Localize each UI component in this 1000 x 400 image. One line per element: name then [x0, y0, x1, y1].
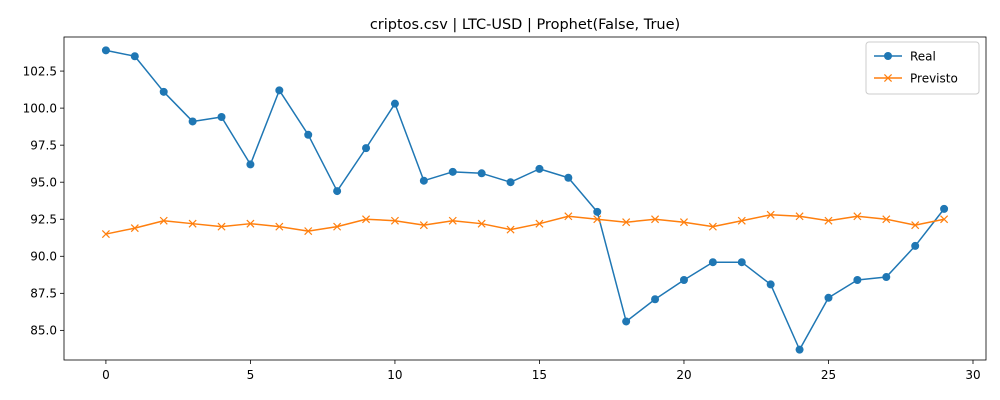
data-point-previsto [333, 222, 342, 231]
data-point-real [506, 178, 515, 187]
chart-title: criptos.csv | LTC-USD | Prophet(False, T… [370, 17, 680, 33]
data-point-real [448, 167, 457, 176]
data-point-previsto [564, 212, 573, 221]
data-point-previsto [622, 218, 631, 227]
data-point-real [535, 164, 544, 173]
plot-frame [63, 36, 987, 361]
data-point-previsto [159, 216, 168, 225]
y-tick-label: 102.5 [23, 64, 57, 78]
data-point-previsto [651, 215, 660, 224]
x-tick-label: 10 [387, 368, 402, 382]
y-tick-label: 95.0 [30, 176, 57, 190]
data-point-real [940, 204, 949, 213]
y-tick-label: 97.5 [30, 138, 57, 152]
data-point-real [853, 275, 862, 284]
data-point-previsto [882, 215, 891, 224]
data-point-previsto [766, 210, 775, 219]
x-tick-label: 25 [821, 368, 836, 382]
y-tick-label: 90.0 [30, 250, 57, 264]
legend: Real Previsto [865, 41, 980, 95]
data-point-real [217, 113, 226, 122]
data-point-real [593, 207, 602, 216]
data-point-real [766, 280, 775, 289]
data-point-previsto [679, 218, 688, 227]
data-point-previsto [593, 215, 602, 224]
y-tick-label: 87.5 [30, 287, 57, 301]
series-line-real [105, 49, 945, 351]
x-tick-label: 5 [247, 368, 255, 382]
data-point-real [362, 144, 371, 153]
data-point-previsto [853, 212, 862, 221]
data-point-real [304, 130, 313, 139]
axes: 0 5 10 15 20 25 30 85.0 87.5 90.0 92.5 95.0 97.5 100.… [23, 36, 987, 382]
data-point-previsto [535, 219, 544, 228]
data-point-real [737, 258, 746, 267]
data-point-previsto [708, 222, 717, 231]
data-point-previsto [940, 215, 949, 224]
data-point-real [708, 258, 717, 267]
legend-label: Real [910, 49, 936, 63]
data-point-previsto [217, 222, 226, 231]
data-point-real [679, 275, 688, 284]
data-point-previsto [824, 216, 833, 225]
x-tick-label: 15 [532, 368, 547, 382]
data-point-real [333, 187, 342, 196]
data-point-real [159, 87, 168, 96]
data-point-previsto [448, 216, 457, 225]
data-point-real [419, 176, 428, 185]
x-tick-label: 20 [676, 368, 691, 382]
data-point-real [246, 160, 255, 169]
y-tick-label: 100.0 [23, 101, 57, 115]
x-tick-label: 30 [965, 368, 980, 382]
data-point-previsto [795, 212, 804, 221]
x-tick-label: 0 [102, 368, 110, 382]
legend-item-previsto: Previsto [874, 71, 958, 85]
data-point-previsto [419, 221, 428, 230]
legend-box [865, 41, 980, 95]
data-point-previsto [477, 219, 486, 228]
y-tick-label: 92.5 [30, 213, 57, 227]
data-point-real [622, 317, 631, 326]
series-layer [101, 46, 949, 354]
data-point-previsto [911, 221, 920, 230]
series-line-previsto [105, 214, 945, 235]
data-point-previsto [246, 219, 255, 228]
data-point-real [101, 46, 110, 55]
data-point-previsto [188, 219, 197, 228]
data-point-real [882, 273, 891, 282]
data-point-real [795, 345, 804, 354]
data-point-previsto [506, 225, 515, 234]
data-point-previsto [362, 215, 371, 224]
data-point-real [390, 99, 399, 108]
data-point-previsto [304, 227, 313, 236]
series-real [101, 46, 949, 354]
legend-label: Previsto [910, 71, 958, 85]
data-point-real [564, 173, 573, 182]
data-point-previsto [390, 216, 399, 225]
series-previsto [101, 210, 949, 239]
data-point-real [651, 295, 660, 304]
data-point-real [188, 117, 197, 126]
legend-item-real: Real [874, 49, 936, 63]
y-tick-label: 85.0 [30, 324, 57, 338]
data-point-real [911, 241, 920, 250]
data-point-previsto [275, 222, 284, 231]
data-point-real [477, 169, 486, 178]
data-point-real [275, 86, 284, 95]
data-point-real [824, 293, 833, 302]
data-point-previsto [130, 224, 139, 233]
data-point-previsto [101, 230, 110, 239]
data-point-previsto [737, 216, 746, 225]
data-point-real [130, 52, 139, 61]
